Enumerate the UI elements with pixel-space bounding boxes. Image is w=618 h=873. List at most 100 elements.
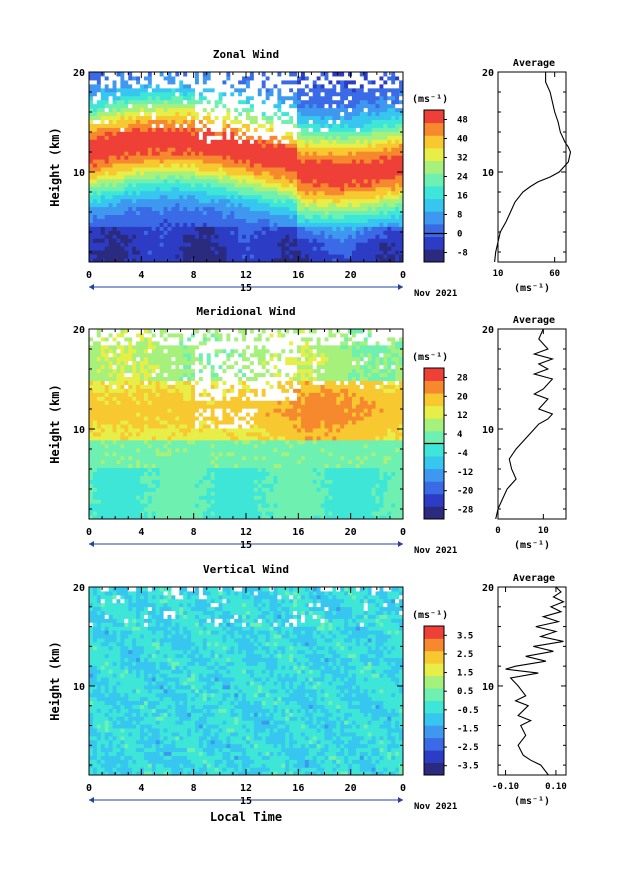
heatmap-cell: [163, 214, 168, 219]
heatmap-cell: [136, 202, 141, 208]
heatmap-cell: [100, 79, 106, 85]
heatmap-cell: [191, 242, 196, 247]
heatmap-cell: [147, 79, 153, 85]
heatmap-cell: [387, 254, 392, 259]
heatmap-cell: [371, 507, 377, 512]
heatmap-cell: [100, 218, 106, 223]
heatmap-cell: [183, 115, 188, 120]
heatmap-cell: [155, 234, 161, 239]
heatmap-cell: [273, 222, 278, 227]
heatmap-cell: [183, 119, 188, 124]
heatmap-cell: [246, 75, 251, 81]
heatmap-cell: [328, 226, 333, 231]
heatmap-cell: [175, 83, 180, 89]
heatmap-cell: [124, 222, 129, 227]
heatmap-cell: [269, 230, 274, 235]
heatmap-cell: [324, 91, 329, 97]
heatmap-cell: [155, 495, 161, 500]
heatmap-cell: [198, 515, 204, 520]
heatmap-cell: [371, 202, 377, 208]
heatmap-cell: [167, 487, 172, 492]
heatmap-cell: [136, 475, 141, 480]
heatmap-cell: [202, 87, 208, 93]
heatmap-cell: [273, 107, 278, 113]
heatmap-cell: [226, 254, 231, 259]
heatmap-cell: [198, 483, 204, 488]
heatmap-cell: [187, 475, 192, 480]
heatmap-cell: [285, 155, 290, 160]
heatmap-cell: [265, 250, 271, 255]
heatmap-cell: [124, 250, 129, 255]
heatmap-cell: [308, 198, 314, 204]
heatmap-cell: [355, 483, 361, 488]
heatmap-cell: [277, 91, 282, 97]
heatmap-cell: [179, 119, 184, 124]
heatmap-cell: [285, 515, 290, 520]
heatmap-cell: [140, 186, 145, 192]
heatmap-cell: [269, 210, 274, 215]
heatmap-cell: [120, 507, 125, 512]
heatmap-cell: [175, 103, 180, 109]
heatmap-cell: [234, 163, 239, 168]
heatmap-cell: [175, 178, 180, 184]
colorbar-segment: [424, 122, 444, 136]
heatmap-cell: [89, 147, 94, 152]
heatmap-cell: [155, 258, 161, 263]
heatmap-cell: [367, 91, 373, 97]
heatmap-cell: [281, 111, 286, 117]
heatmap-cell: [249, 467, 255, 472]
heatmap-cell: [116, 119, 121, 124]
heatmap-cell: [104, 198, 110, 204]
heatmap-cell: [332, 238, 337, 243]
heatmap-cell: [132, 222, 137, 227]
heatmap-cell: [187, 147, 192, 152]
heatmap-cell: [363, 515, 369, 520]
heatmap-cell: [269, 222, 274, 227]
heatmap-cell: [344, 214, 349, 219]
heatmap-cell: [371, 246, 377, 251]
heatmap-cell: [371, 198, 377, 204]
heatmap-cell: [348, 170, 353, 176]
heatmap-cell: [198, 167, 204, 172]
heatmap-cell: [249, 186, 255, 192]
heatmap-cell: [269, 487, 274, 492]
heatmap-cell: [132, 234, 137, 239]
heatmap-cell: [348, 87, 353, 93]
heatmap-cell: [128, 194, 133, 200]
heatmap-cell: [340, 111, 345, 117]
heatmap-cell: [265, 218, 271, 223]
heatmap-cell: [351, 515, 357, 520]
heatmap-cell: [151, 503, 157, 508]
heatmap-cell: [187, 471, 192, 476]
heatmap-cell: [147, 103, 153, 109]
heatmap-cell: [191, 107, 196, 113]
heatmap-cell: [355, 226, 361, 231]
heatmap-cell: [124, 111, 129, 117]
heatmap-cell: [191, 151, 196, 156]
heatmap-cell: [230, 507, 235, 512]
heatmap-cell: [355, 147, 361, 152]
heatmap-cell: [379, 238, 384, 243]
heatmap-cell: [367, 250, 373, 255]
heatmap-cell: [383, 190, 388, 196]
heatmap-cell: [128, 214, 133, 219]
heatmap-cell: [293, 483, 298, 488]
heatmap-cell: [132, 72, 137, 77]
heatmap-cell: [265, 491, 271, 496]
heatmap-cell: [348, 198, 353, 204]
heatmap-cell: [344, 72, 349, 77]
heatmap-cell: [218, 147, 223, 152]
heatmap-cell: [379, 103, 384, 109]
heatmap-cell: [171, 495, 176, 500]
heatmap-cell: [312, 230, 318, 235]
heatmap-cell: [214, 246, 220, 251]
heatmap-cell: [387, 242, 392, 247]
heatmap-cell: [387, 246, 392, 251]
heatmap-cell: [226, 127, 231, 132]
heatmap-cell: [308, 79, 314, 85]
heatmap-cell: [155, 99, 161, 105]
heatmap-cell: [261, 491, 267, 496]
heatmap-cell: [230, 483, 235, 488]
heatmap-cell: [132, 123, 137, 128]
heatmap-cell: [96, 475, 102, 480]
